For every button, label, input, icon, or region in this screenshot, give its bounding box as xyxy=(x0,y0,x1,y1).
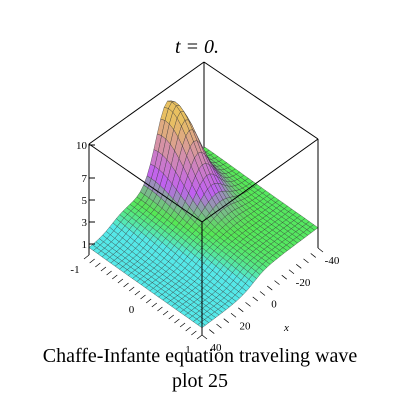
z-tick-label: 3 xyxy=(82,217,88,229)
plot-title: t = 0. xyxy=(175,36,219,58)
y-tick-mark xyxy=(179,322,186,328)
y-tick-mark xyxy=(134,290,141,296)
x-tick-mark xyxy=(281,274,287,280)
z-tick-label: 10 xyxy=(76,140,88,152)
x-axis-label: x xyxy=(283,322,289,334)
y-tick-mark xyxy=(100,266,107,272)
wave-surface xyxy=(88,100,319,329)
y-tick-mark xyxy=(162,310,169,316)
z-axis: 10 7 5 3 1 xyxy=(76,140,95,251)
x-tick-mark xyxy=(238,307,244,313)
x-tick-label: -40 xyxy=(325,255,340,267)
y-tick-mark xyxy=(151,302,158,308)
y-tick-mark xyxy=(123,282,129,288)
y-tick-mark xyxy=(83,254,90,260)
z-tick-label: 7 xyxy=(82,173,88,185)
caption-line-1: Chaffe-Infante equation traveling wave xyxy=(42,345,358,367)
x-tick-mark xyxy=(209,329,215,334)
y-tick-mark xyxy=(196,334,203,340)
x-tick-mark xyxy=(296,264,302,269)
y-tick-mark xyxy=(145,298,152,304)
z-tick-label: 5 xyxy=(82,195,88,207)
y-tick-label: 1 xyxy=(185,344,191,356)
x-tick-label: 40 xyxy=(211,342,223,354)
x-tick-mark xyxy=(223,318,229,323)
x-tick-label: 0 xyxy=(271,299,277,311)
y-tick-mark xyxy=(95,262,101,268)
y-axis: -1 0 1 xyxy=(70,254,203,356)
x-tick-label: 20 xyxy=(240,320,252,332)
x-tick-mark xyxy=(288,269,295,275)
y-tick-mark xyxy=(185,326,191,332)
y-tick-mark xyxy=(112,274,118,280)
x-tick-mark xyxy=(216,323,222,329)
x-tick-mark xyxy=(230,312,237,318)
x-tick-mark xyxy=(201,334,208,340)
z-tick-label: 1 xyxy=(82,239,88,251)
y-tick-mark xyxy=(128,286,135,292)
y-tick-mark xyxy=(140,294,146,300)
y-tick-label: -1 xyxy=(70,264,79,276)
y-tick-mark xyxy=(89,258,95,264)
y-tick-mark xyxy=(106,270,112,276)
x-tick-mark xyxy=(274,280,280,285)
x-tick-mark xyxy=(245,302,251,307)
y-tick-mark xyxy=(117,278,124,284)
y-tick-mark xyxy=(168,314,174,320)
y-tick-mark xyxy=(191,330,197,336)
x-tick-mark xyxy=(317,247,324,253)
y-tick-mark xyxy=(174,318,180,324)
x-tick-mark xyxy=(303,258,309,264)
y-tick-mark xyxy=(157,306,163,312)
y-tick-label: 0 xyxy=(129,304,135,316)
x-tick-label: -20 xyxy=(296,277,311,289)
x-tick-mark xyxy=(259,291,266,296)
caption-line-2: plot 25 xyxy=(171,370,229,392)
x-tick-mark xyxy=(252,296,258,302)
x-axis: -40 -20 0 20 40 xyxy=(201,247,340,354)
x-tick-mark xyxy=(267,285,273,291)
x-tick-mark xyxy=(310,253,316,258)
